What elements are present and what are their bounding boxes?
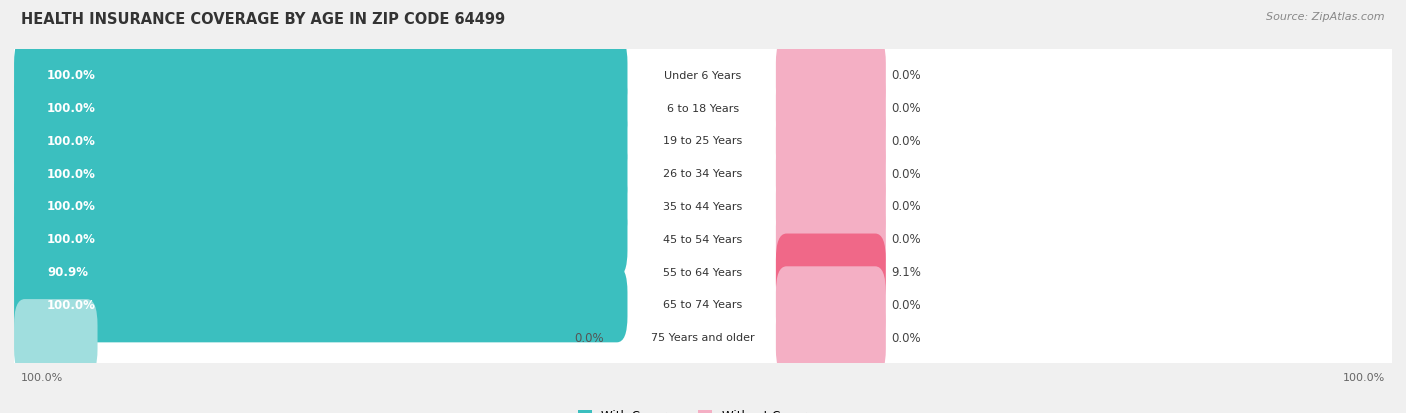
Text: 0.0%: 0.0% bbox=[891, 135, 921, 147]
Text: 100.0%: 100.0% bbox=[48, 200, 96, 213]
Text: 0.0%: 0.0% bbox=[891, 69, 921, 82]
Text: 75 Years and older: 75 Years and older bbox=[651, 332, 755, 342]
Text: 90.9%: 90.9% bbox=[48, 266, 89, 278]
Text: Source: ZipAtlas.com: Source: ZipAtlas.com bbox=[1267, 12, 1385, 22]
Text: 65 to 74 Years: 65 to 74 Years bbox=[664, 299, 742, 310]
Text: 0.0%: 0.0% bbox=[891, 167, 921, 180]
Text: 100.0%: 100.0% bbox=[1343, 372, 1385, 382]
FancyBboxPatch shape bbox=[14, 267, 627, 342]
FancyBboxPatch shape bbox=[776, 201, 886, 277]
FancyBboxPatch shape bbox=[776, 169, 886, 244]
Text: 100.0%: 100.0% bbox=[48, 233, 96, 246]
Text: 0.0%: 0.0% bbox=[891, 200, 921, 213]
Text: 100.0%: 100.0% bbox=[48, 102, 96, 115]
Text: 6 to 18 Years: 6 to 18 Years bbox=[666, 103, 740, 114]
FancyBboxPatch shape bbox=[776, 234, 886, 310]
FancyBboxPatch shape bbox=[14, 38, 627, 114]
FancyBboxPatch shape bbox=[776, 71, 886, 146]
FancyBboxPatch shape bbox=[10, 199, 1396, 280]
Text: 9.1%: 9.1% bbox=[891, 266, 921, 278]
FancyBboxPatch shape bbox=[10, 133, 1396, 214]
Text: 45 to 54 Years: 45 to 54 Years bbox=[664, 234, 742, 244]
Legend: With Coverage, Without Coverage: With Coverage, Without Coverage bbox=[572, 404, 834, 413]
FancyBboxPatch shape bbox=[776, 299, 886, 375]
Text: 100.0%: 100.0% bbox=[48, 135, 96, 147]
FancyBboxPatch shape bbox=[10, 166, 1396, 247]
FancyBboxPatch shape bbox=[14, 201, 627, 277]
Text: 55 to 64 Years: 55 to 64 Years bbox=[664, 267, 742, 277]
FancyBboxPatch shape bbox=[10, 264, 1396, 345]
FancyBboxPatch shape bbox=[14, 103, 627, 179]
FancyBboxPatch shape bbox=[10, 297, 1396, 378]
FancyBboxPatch shape bbox=[10, 68, 1396, 149]
FancyBboxPatch shape bbox=[14, 299, 97, 375]
FancyBboxPatch shape bbox=[14, 169, 627, 244]
Text: 0.0%: 0.0% bbox=[891, 233, 921, 246]
FancyBboxPatch shape bbox=[10, 231, 1396, 313]
FancyBboxPatch shape bbox=[776, 38, 886, 114]
Text: 0.0%: 0.0% bbox=[891, 298, 921, 311]
Text: 0.0%: 0.0% bbox=[891, 331, 921, 344]
Text: 26 to 34 Years: 26 to 34 Years bbox=[664, 169, 742, 179]
FancyBboxPatch shape bbox=[776, 103, 886, 179]
FancyBboxPatch shape bbox=[14, 71, 627, 146]
Text: 35 to 44 Years: 35 to 44 Years bbox=[664, 202, 742, 211]
Text: 100.0%: 100.0% bbox=[48, 167, 96, 180]
Text: 0.0%: 0.0% bbox=[891, 102, 921, 115]
Text: 100.0%: 100.0% bbox=[21, 372, 63, 382]
Text: 100.0%: 100.0% bbox=[48, 69, 96, 82]
Text: 0.0%: 0.0% bbox=[574, 331, 603, 344]
Text: Under 6 Years: Under 6 Years bbox=[665, 71, 741, 81]
FancyBboxPatch shape bbox=[10, 35, 1396, 116]
Text: 19 to 25 Years: 19 to 25 Years bbox=[664, 136, 742, 146]
FancyBboxPatch shape bbox=[14, 234, 575, 310]
FancyBboxPatch shape bbox=[10, 101, 1396, 182]
FancyBboxPatch shape bbox=[776, 267, 886, 342]
FancyBboxPatch shape bbox=[776, 136, 886, 212]
Text: 100.0%: 100.0% bbox=[48, 298, 96, 311]
FancyBboxPatch shape bbox=[14, 136, 627, 212]
Text: HEALTH INSURANCE COVERAGE BY AGE IN ZIP CODE 64499: HEALTH INSURANCE COVERAGE BY AGE IN ZIP … bbox=[21, 12, 505, 27]
